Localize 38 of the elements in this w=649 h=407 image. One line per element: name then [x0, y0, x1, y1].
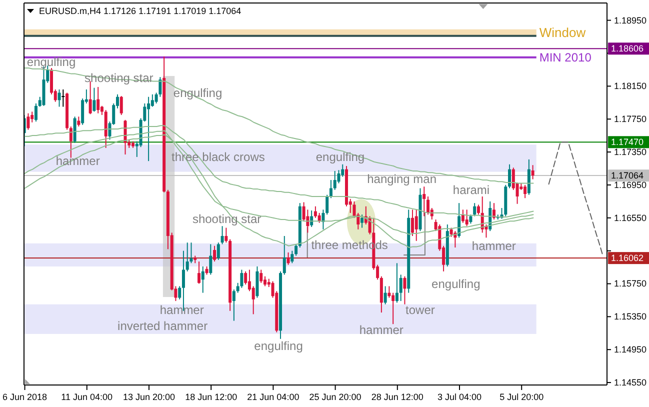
ref-line-label: 1.17064 [611, 170, 644, 181]
annotation: hammer [160, 303, 204, 317]
x-tick-label: 6 Jun 2018 [2, 392, 48, 402]
y-tick-label: 1.15750 [614, 278, 647, 289]
x-tick-label: 21 Jun 04:00 [247, 392, 300, 402]
x-tick-label: 5 Jul 20:00 [500, 392, 544, 402]
y-tick-label: 1.17750 [614, 114, 647, 124]
annotation: shooting star [192, 212, 262, 226]
y-tick-label: 1.18950 [614, 15, 647, 26]
annotation: hammer [359, 323, 404, 337]
ref-line-label: 1.17470 [611, 137, 644, 148]
ref-line-label: 1.16062 [611, 253, 644, 264]
annotation: hanging man [367, 172, 437, 186]
y-tick-label: 1.15350 [614, 312, 647, 322]
band-label: Window [539, 25, 586, 40]
annotation: tower [406, 303, 435, 317]
annotation: hammer [472, 239, 516, 253]
annotation: engulfing [432, 277, 480, 291]
annotation: MIN 2010 [539, 50, 592, 64]
chart-title: EURUSD.m,H4 1.17126 1.17191 1.17019 1.17064 [39, 6, 242, 16]
annotation: inverted hammer [118, 319, 208, 333]
annotation: engulfing [316, 150, 365, 164]
annotation: engulfing [26, 55, 76, 69]
x-tick-label: 18 Jun 12:00 [185, 392, 238, 402]
x-tick-label: 25 Jun 20:00 [309, 392, 362, 402]
annotation: engulfing [254, 339, 303, 353]
y-tick-label: 1.16550 [614, 212, 647, 223]
annotation: harami [452, 183, 490, 197]
y-tick-label: 1.18150 [614, 81, 647, 92]
y-tick-label: 1.14550 [614, 378, 647, 388]
x-tick-label: 28 Jun 12:00 [371, 392, 424, 402]
x-tick-label: 11 Jun 04:00 [61, 392, 113, 402]
x-tick-label: 13 Jun 20:00 [122, 392, 176, 402]
ref-line-label: 1.18606 [611, 44, 644, 54]
y-tick-label: 1.17350 [614, 147, 647, 158]
y-tick-label: 1.16950 [614, 180, 647, 190]
y-tick-label: 1.14950 [614, 344, 647, 355]
x-tick-label: 3 Jul 04:00 [437, 392, 482, 402]
